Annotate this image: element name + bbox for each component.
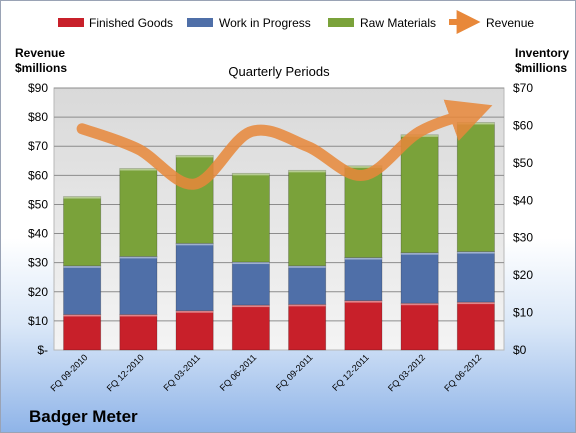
x-tick-label: FQ 03-2012 — [386, 352, 427, 393]
left-tick-label: $50 — [28, 197, 48, 211]
x-tick-label: FQ 12-2010 — [105, 352, 146, 393]
bar-highlight — [232, 262, 270, 265]
left-tick-label: $90 — [28, 81, 48, 95]
right-tick-label: $10 — [513, 306, 533, 320]
right-tick-label: $50 — [513, 156, 533, 170]
bar-highlight — [63, 265, 101, 268]
bar-raw-materials — [344, 165, 383, 258]
bar-highlight — [401, 303, 439, 306]
company-name: Badger Meter — [29, 407, 138, 426]
legend-swatch-raw-materials — [328, 18, 354, 27]
bar-finished-goods — [344, 300, 383, 351]
bar-highlight — [232, 305, 270, 308]
bar-finished-goods — [456, 301, 495, 351]
left-tick-label: $10 — [28, 314, 48, 328]
left-axis-title-line2: $millions — [15, 61, 67, 75]
left-tick-label: $20 — [28, 285, 48, 299]
right-tick-label: $40 — [513, 193, 533, 207]
bar-highlight — [176, 155, 214, 158]
bar-highlight — [288, 265, 326, 268]
bar-work-in-progress — [288, 265, 327, 305]
bar-highlight — [457, 251, 495, 254]
legend-label-work-in-progress: Work in Progress — [219, 16, 311, 30]
bar-finished-goods — [63, 314, 102, 351]
bar-highlight — [344, 300, 382, 303]
legend: Finished Goods Work in Progress Raw Mate… — [58, 10, 534, 34]
legend-label-finished-goods: Finished Goods — [89, 16, 173, 30]
right-tick-label: $0 — [513, 343, 527, 357]
bar-finished-goods — [400, 302, 439, 351]
bar-finished-goods — [231, 304, 270, 351]
right-tick-label: $30 — [513, 231, 533, 245]
x-tick-label: FQ 09-2010 — [49, 352, 90, 393]
legend-swatch-finished-goods — [58, 18, 84, 27]
bar-raw-materials — [231, 172, 270, 263]
bar-highlight — [288, 304, 326, 307]
bar-raw-materials — [400, 134, 439, 254]
right-axis-title-line2: $millions — [515, 61, 567, 75]
bar-highlight — [119, 256, 157, 259]
x-tick-label: FQ 03-2011 — [161, 352, 202, 393]
legend-item-finished-goods: Finished Goods — [58, 16, 173, 30]
bar-work-in-progress — [63, 265, 102, 315]
bar-finished-goods — [175, 310, 214, 351]
left-tick-label: $30 — [28, 256, 48, 270]
bar-work-in-progress — [400, 252, 439, 304]
x-tick-label: FQ 06-2011 — [218, 352, 259, 393]
left-tick-label: $70 — [28, 139, 48, 153]
right-tick-label: $60 — [513, 118, 533, 132]
right-tick-label: $20 — [513, 268, 533, 282]
bar-highlight — [232, 173, 270, 176]
bar-highlight — [63, 196, 101, 199]
bar-work-in-progress — [456, 251, 495, 303]
bar-work-in-progress — [344, 257, 383, 301]
x-axis-ticks: FQ 09-2010 FQ 12-2010 FQ 03-2011 FQ 06-2011… — [49, 352, 484, 393]
bar-raw-materials — [175, 154, 214, 244]
bar-highlight — [344, 165, 382, 168]
bar-highlight — [176, 310, 214, 313]
bar-finished-goods — [119, 314, 158, 351]
bar-work-in-progress — [175, 242, 214, 312]
right-axis-title-line1: Inventory — [515, 46, 569, 60]
left-tick-label: $60 — [28, 168, 48, 182]
bar-raw-materials — [288, 169, 327, 267]
right-axis-ticks: $0 $10 $20 $30 $40 $50 $60 $70 — [513, 81, 533, 357]
left-tick-label: $40 — [28, 227, 48, 241]
left-axis-ticks: $- $10 $20 $30 $40 $50 $60 $70 $80 $90 — [28, 81, 48, 357]
bars — [63, 122, 495, 351]
x-tick-label: FQ 12-2011 — [330, 352, 371, 393]
legend-item-work-in-progress: Work in Progress — [187, 16, 311, 30]
bar-highlight — [457, 302, 495, 305]
left-tick-label: $80 — [28, 110, 48, 124]
bar-highlight — [288, 170, 326, 173]
left-axis-title-line1: Revenue — [15, 46, 65, 60]
x-tick-label: FQ 06-2012 — [442, 352, 483, 393]
legend-swatch-work-in-progress — [187, 18, 213, 27]
legend-label-revenue: Revenue — [486, 16, 534, 30]
right-tick-label: $70 — [513, 81, 533, 95]
legend-item-revenue: Revenue — [449, 10, 534, 34]
legend-item-raw-materials: Raw Materials — [328, 16, 436, 30]
bar-highlight — [176, 243, 214, 246]
bar-finished-goods — [288, 303, 327, 351]
bar-highlight — [63, 314, 101, 317]
revenue-line-group — [76, 99, 493, 190]
bar-raw-materials — [456, 122, 495, 252]
bar-raw-materials — [63, 196, 102, 267]
bar-highlight — [119, 168, 157, 171]
bar-highlight — [401, 252, 439, 255]
x-tick-label: FQ 09-2011 — [274, 352, 315, 393]
bar-highlight — [344, 257, 382, 260]
bar-work-in-progress — [231, 261, 270, 306]
bar-highlight — [457, 122, 495, 125]
bar-raw-materials — [119, 168, 158, 257]
left-tick-label: $- — [37, 343, 48, 357]
bar-work-in-progress — [119, 256, 158, 315]
bar-highlight — [119, 314, 157, 317]
revenue-line — [76, 99, 493, 190]
chart-title: Quarterly Periods — [228, 64, 330, 79]
legend-label-raw-materials: Raw Materials — [360, 16, 436, 30]
